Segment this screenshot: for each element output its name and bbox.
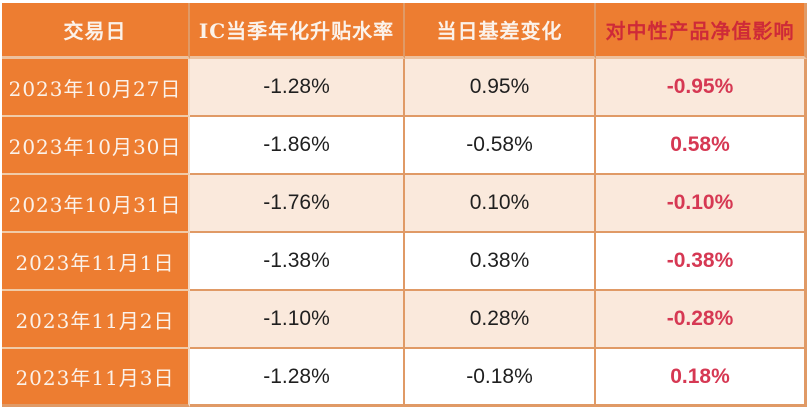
col-header-trade-date: 交易日 bbox=[2, 3, 190, 59]
cell-premium-rate: -1.28% bbox=[190, 349, 405, 407]
cell-basis-change: -0.18% bbox=[405, 349, 596, 407]
table-row: 2023年10月27日 -1.28% 0.95% -0.95% bbox=[2, 59, 807, 117]
col-header-basis-change: 当日基差变化 bbox=[405, 3, 596, 59]
cell-basis-change: -0.58% bbox=[405, 117, 596, 175]
cell-premium-rate: -1.38% bbox=[190, 233, 405, 291]
cell-impact: -0.28% bbox=[596, 291, 807, 349]
cell-impact: 0.18% bbox=[596, 349, 807, 407]
table-row: 2023年10月31日 -1.76% 0.10% -0.10% bbox=[2, 175, 807, 233]
cell-premium-rate: -1.76% bbox=[190, 175, 405, 233]
cell-trade-date: 2023年11月3日 bbox=[2, 349, 190, 407]
cell-impact: -0.38% bbox=[596, 233, 807, 291]
header-row: 交易日 IC当季年化升贴水率 当日基差变化 对中性产品净值影响 bbox=[2, 3, 807, 59]
col-header-premium-rate: IC当季年化升贴水率 bbox=[190, 3, 405, 59]
table-row: 2023年10月30日 -1.86% -0.58% 0.58% bbox=[2, 117, 807, 175]
cell-trade-date: 2023年11月1日 bbox=[2, 233, 190, 291]
cell-impact: -0.10% bbox=[596, 175, 807, 233]
cell-premium-rate: -1.28% bbox=[190, 59, 405, 117]
cell-impact: 0.58% bbox=[596, 117, 807, 175]
table-row: 2023年11月3日 -1.28% -0.18% 0.18% bbox=[2, 349, 807, 407]
cell-basis-change: 0.95% bbox=[405, 59, 596, 117]
cell-premium-rate: -1.86% bbox=[190, 117, 405, 175]
cell-trade-date: 2023年10月30日 bbox=[2, 117, 190, 175]
cell-trade-date: 2023年10月31日 bbox=[2, 175, 190, 233]
col-header-impact: 对中性产品净值影响 bbox=[596, 3, 807, 59]
cell-trade-date: 2023年11月2日 bbox=[2, 291, 190, 349]
cell-impact: -0.95% bbox=[596, 59, 807, 117]
cell-trade-date: 2023年10月27日 bbox=[2, 59, 190, 117]
table-row: 2023年11月1日 -1.38% 0.38% -0.38% bbox=[2, 233, 807, 291]
cell-basis-change: 0.28% bbox=[405, 291, 596, 349]
cell-premium-rate: -1.10% bbox=[190, 291, 405, 349]
cell-basis-change: 0.38% bbox=[405, 233, 596, 291]
cell-basis-change: 0.10% bbox=[405, 175, 596, 233]
table-row: 2023年11月2日 -1.10% 0.28% -0.28% bbox=[2, 291, 807, 349]
ic-basis-impact-table: 交易日 IC当季年化升贴水率 当日基差变化 对中性产品净值影响 2023年10月… bbox=[2, 3, 807, 407]
